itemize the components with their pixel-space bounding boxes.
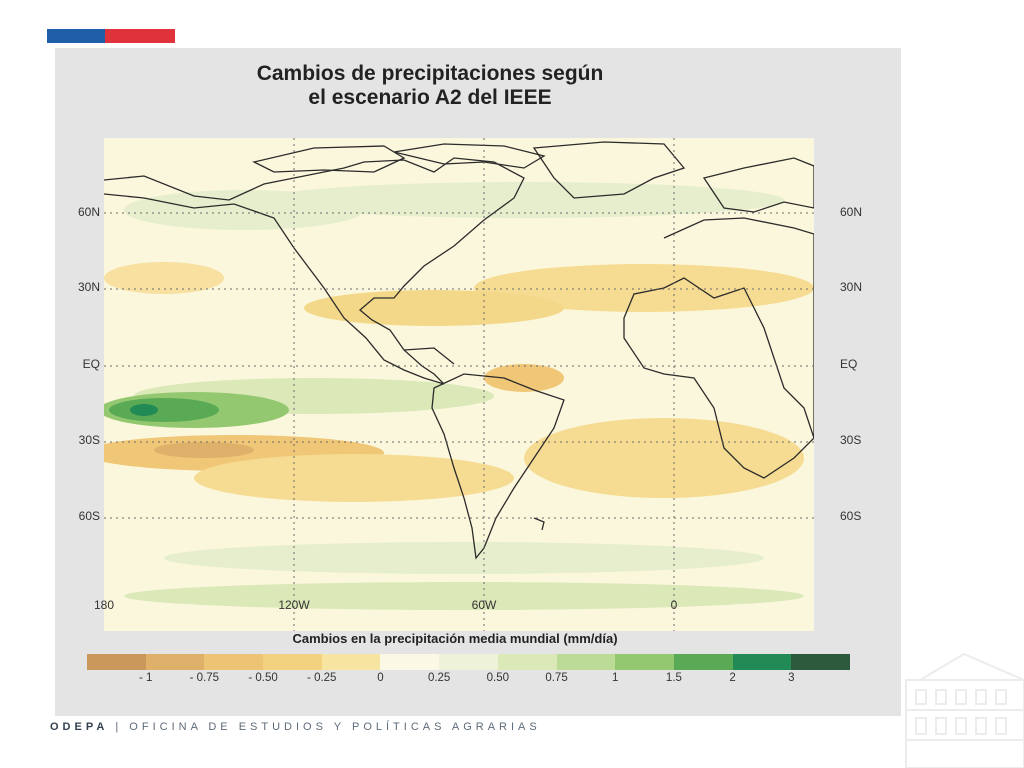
legend-title: Cambios en la precipitación media mundia…: [292, 631, 618, 646]
lon-label-60w: 60W: [471, 598, 497, 612]
lon-label-120w: 120W: [278, 598, 310, 612]
colorbar-swatch: [556, 654, 616, 670]
flag-blue-segment: [47, 29, 105, 43]
lat-label-eq-left: EQ: [82, 357, 100, 371]
coastlines: [104, 141, 814, 560]
colorbar-swatch: [87, 654, 146, 670]
colorbar-swatch: [145, 654, 205, 670]
colorbar-tick-label: 0.25: [427, 672, 451, 684]
lat-label-eq-right: EQ: [840, 357, 858, 371]
lat-label-60n-left: 60N: [77, 205, 100, 219]
lon-label-180: 180: [93, 598, 115, 612]
footer-brand: ODEPA: [50, 721, 109, 733]
lat-label-30n-right: 30N: [840, 280, 863, 294]
lat-label-30s-left: 30S: [78, 433, 100, 447]
figure-title: Cambios de precipitaciones según el esce…: [205, 62, 655, 110]
map-graphic: [104, 138, 814, 631]
footer: ODEPA | OFICINA DE ESTUDIOS Y POLÍTICAS …: [50, 721, 541, 733]
colorbar-tick-label: - 0.25: [307, 672, 337, 684]
chile-flag-bar: [47, 29, 175, 43]
colorbar-swatch: [321, 654, 381, 670]
footer-separator: |: [115, 721, 123, 733]
world-map: [104, 138, 814, 631]
lat-label-60n-right: 60N: [840, 205, 863, 219]
lat-label-60s-left: 60S: [78, 509, 100, 523]
lat-label-30n-left: 30N: [77, 280, 100, 294]
precipitation-map-figure: Cambios de precipitaciones según el esce…: [55, 48, 901, 716]
flag-red-segment: [105, 29, 175, 43]
figure-title-line1: Cambios de precipitaciones según: [256, 62, 604, 85]
colorbar-tick-label: 0.50: [486, 672, 510, 684]
colorbar-swatch: [791, 654, 850, 670]
colorbar-tick-label: 3: [788, 672, 795, 684]
colorbar-tick-label: 2: [729, 672, 736, 684]
colorbar-swatch: [380, 654, 440, 670]
colorbar-tick-label: - 1: [138, 672, 153, 684]
colorbar-swatch: [439, 654, 498, 670]
footer-text: OFICINA DE ESTUDIOS Y POLÍTICAS AGRARIAS: [129, 721, 541, 733]
colorbar-swatch: [673, 654, 733, 670]
figure-title-line2: el escenario A2 del IEEE: [308, 86, 552, 109]
lat-label-60s-right: 60S: [840, 509, 862, 523]
colorbar-swatch: [204, 654, 264, 670]
colorbar-swatch: [497, 654, 557, 670]
building-watermark-icon: [905, 652, 1024, 768]
graticule: [104, 138, 814, 631]
colorbar-swatch: [732, 654, 792, 670]
colorbar-tick-label: 1.5: [665, 672, 682, 684]
anomaly-fields: [104, 182, 814, 610]
colorbar-swatch: [263, 654, 322, 670]
colorbar-tick-label: 0: [377, 672, 384, 684]
colorbar-tick-label: 0.75: [545, 672, 568, 684]
lon-label-0: 0: [670, 598, 678, 612]
lat-label-30s-right: 30S: [840, 433, 862, 447]
colorbar-tick-label: - 0.75: [189, 672, 220, 684]
colorbar: [87, 654, 850, 670]
colorbar-swatch: [615, 654, 674, 670]
colorbar-tick-label: 1: [612, 672, 619, 684]
colorbar-tick-label: - 0.50: [248, 672, 278, 684]
